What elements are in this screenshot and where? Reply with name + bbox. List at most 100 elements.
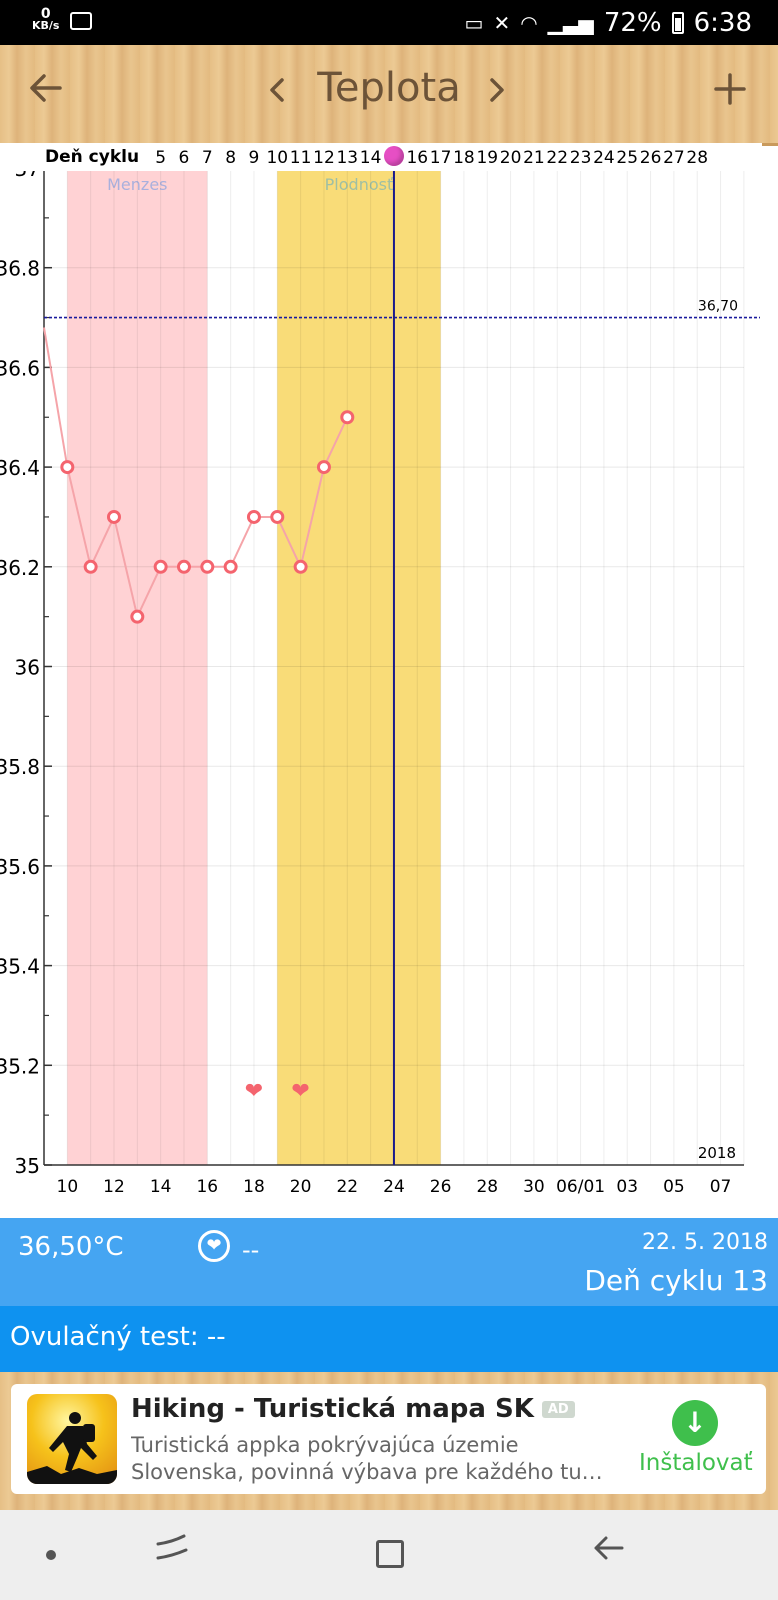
ad-banner[interactable]: Hiking - Turistická mapa SK AD Turistická…: [11, 1384, 766, 1494]
temperature-point: [83, 559, 98, 574]
cycle-day-number: 6: [178, 148, 190, 168]
x-tick-label: 14: [150, 1177, 172, 1197]
day-info-panel[interactable]: 36,50°C ❤ -- 22. 5. 2018 Deň cyklu 13: [0, 1218, 778, 1306]
temperature-point: [176, 559, 191, 574]
threshold-label: 36,70: [698, 299, 738, 315]
x-tick-label: 12: [103, 1177, 125, 1197]
phase-band-1: [277, 168, 441, 1165]
y-tick-label: 35.2: [0, 1054, 40, 1078]
x-tick-label: 05: [663, 1177, 685, 1197]
x-tick-label: 03: [616, 1177, 638, 1197]
clock: 6:38: [693, 8, 752, 38]
previous-button[interactable]: [248, 63, 308, 123]
cycle-day-number: 8: [225, 148, 237, 168]
cycle-day-number: 12: [313, 148, 335, 168]
y-tick-label: 35: [15, 1154, 40, 1178]
y-tick-label: 35.8: [0, 755, 40, 779]
hiker-icon: [27, 1412, 117, 1484]
y-tick-label: 36: [15, 656, 40, 680]
selected-date: 22. 5. 2018: [642, 1230, 768, 1255]
ad-container: Hiking - Turistická mapa SK AD Turistická…: [0, 1372, 778, 1510]
year-label: 2018: [698, 1144, 736, 1162]
x-tick-label: 18: [243, 1177, 265, 1197]
temperature-point: [200, 559, 215, 574]
recent-apps-button[interactable]: [142, 1530, 202, 1580]
cycle-day-number: 22: [546, 148, 569, 168]
temperature-value: 36,50°C: [18, 1232, 124, 1262]
x-tick-label: 30: [523, 1177, 545, 1197]
net-speed-unit: KB/s: [32, 19, 60, 32]
y-tick-label: 36.6: [0, 356, 40, 380]
system-back-button[interactable]: [578, 1530, 638, 1580]
temperature-point: [316, 460, 331, 475]
x-tick-label: 24: [383, 1177, 405, 1197]
y-tick-label: 35.6: [0, 855, 40, 879]
nav-dot-icon[interactable]: [46, 1550, 56, 1560]
cycle-day-number: 21: [523, 148, 545, 168]
x-tick-label: 06/01: [556, 1177, 605, 1197]
ovulation-test-row[interactable]: Ovulačný test: --: [0, 1306, 778, 1372]
x-tick-label: 26: [430, 1177, 452, 1197]
cycle-day-number: 23: [569, 148, 592, 168]
temperature-point: [60, 460, 75, 475]
temperature-chart[interactable]: MenzesPlodnosť3736.836.636.436.23635.835…: [0, 143, 762, 1218]
ad-tag: AD: [541, 1401, 575, 1418]
system-back-icon: [594, 1536, 624, 1560]
temperature-point: [293, 559, 308, 574]
signal-icon: ▁▃▅: [547, 11, 594, 35]
chevron-right-icon: [490, 78, 504, 102]
cycle-day-info: Deň cyklu 13: [584, 1264, 768, 1297]
cycle-day-number: 19: [476, 148, 499, 168]
y-tick-label: 36.8: [0, 257, 40, 281]
phase-band-0: [67, 168, 208, 1165]
cycle-day-number: 10: [266, 148, 289, 168]
cycle-day-number: 9: [248, 148, 260, 168]
heart-icon: ❤: [198, 1230, 230, 1262]
status-bar: 0 KB/s ▭ ✕ ◠ ▁▃▅ 72% 6:38: [0, 0, 778, 45]
temperature-line: [43, 327, 349, 620]
next-button[interactable]: [466, 63, 526, 123]
chart-canvas[interactable]: MenzesPlodnosť3736.836.636.436.23635.835…: [0, 143, 762, 1218]
y-tick-label: 35.4: [0, 955, 40, 979]
ad-description-line1: Turistická appka pokrývajúca územie: [131, 1433, 519, 1457]
cycle-day-number: 14: [359, 148, 382, 168]
cycle-day-label: Deň cyklu: [45, 147, 140, 167]
activity-icon: [70, 12, 92, 30]
cycle-day-number: 27: [663, 148, 685, 168]
cycle-day-number: 25: [616, 148, 639, 168]
cycle-day-number: 24: [593, 148, 615, 168]
ad-app-name: Hiking - Turistická mapa SK AD: [131, 1394, 575, 1424]
intercourse-heart-icon: ❤: [245, 1079, 263, 1104]
x-tick-label: 10: [57, 1177, 79, 1197]
x-tick-label: 16: [196, 1177, 218, 1197]
add-button[interactable]: [700, 63, 760, 123]
phase-band-label-1: Plodnosť: [325, 175, 394, 194]
x-tick-label: 22: [336, 1177, 358, 1197]
cycle-day-number: 17: [429, 148, 452, 168]
system-nav-bar: [0, 1510, 778, 1600]
intercourse-value: --: [242, 1236, 260, 1264]
back-button[interactable]: [16, 63, 76, 123]
net-speed-value: 0: [40, 6, 51, 22]
cast-icon: ▭: [464, 11, 484, 35]
cycle-day-number: 13: [336, 148, 359, 168]
plus-icon: [714, 73, 746, 105]
app-logo: [27, 1394, 117, 1484]
temperature-point: [223, 559, 238, 574]
cycle-day-number: 7: [201, 148, 213, 168]
download-icon[interactable]: ↓: [672, 1400, 718, 1446]
battery-percent: 72%: [603, 8, 662, 38]
wifi-icon: ◠: [520, 11, 538, 35]
y-tick-label: 36.4: [0, 456, 40, 480]
x-tick-label: 20: [290, 1177, 312, 1197]
install-button[interactable]: Inštalovať: [639, 1450, 753, 1476]
x-tick-label: 07: [710, 1177, 732, 1197]
home-button[interactable]: [376, 1540, 404, 1568]
temperature-point: [246, 509, 261, 524]
recent-apps-icon: [156, 1534, 188, 1560]
temperature-point: [106, 509, 121, 524]
cycle-day-number: 26: [639, 148, 662, 168]
mute-icon: ✕: [493, 11, 511, 35]
battery-icon: [671, 12, 684, 34]
chevron-left-icon: [270, 78, 284, 102]
